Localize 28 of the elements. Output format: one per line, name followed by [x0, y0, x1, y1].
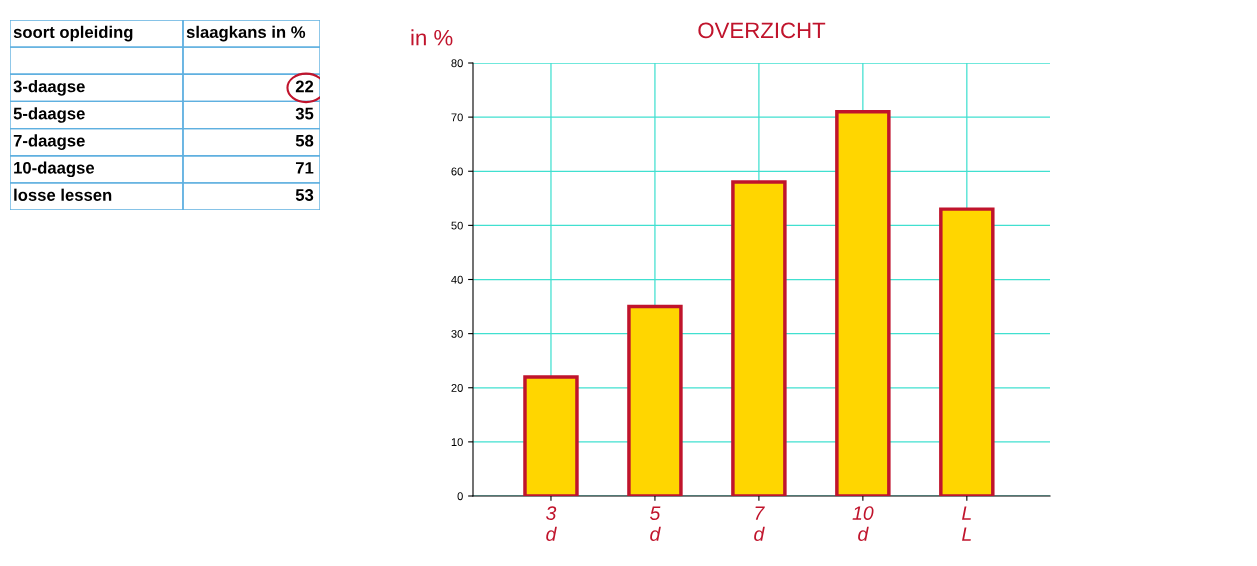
text: 35 — [295, 107, 314, 120]
y-tick-label: 50 — [451, 221, 463, 230]
y-tick-label: 60 — [451, 167, 463, 176]
text: 3-daagse — [13, 80, 85, 96]
y-tick-label: 40 — [451, 275, 463, 284]
text: 10-daagse — [14, 161, 95, 178]
text: 7-daagse — [13, 134, 85, 150]
x-tick-label: 3 d — [546, 506, 557, 541]
y-tick-label: 70 — [451, 113, 463, 122]
text: losse lessen — [14, 188, 112, 201]
text: 58 — [295, 134, 314, 147]
text: 71 — [295, 162, 314, 174]
x-tick-label: L L — [962, 506, 971, 541]
y-tick-label: 0 — [457, 492, 463, 501]
y-tick-label: 30 — [451, 329, 463, 338]
y-tick-label: 20 — [451, 384, 463, 392]
text: 53 — [295, 189, 314, 201]
x-tick-label: 7 d — [754, 506, 765, 541]
text: 5-daagse — [13, 107, 85, 123]
chart-title: OVERZICHT — [698, 22, 826, 39]
x-tick-label: 5 d — [649, 506, 661, 541]
text: slaagkans in % — [186, 25, 306, 42]
text: 22 — [295, 80, 314, 93]
y-axis-title: in % — [411, 29, 453, 46]
x-tick-label: 10 d — [852, 506, 874, 541]
y-tick-label: 80 — [451, 59, 463, 68]
text: soort opleiding — [13, 25, 133, 42]
y-tick-label: 10 — [451, 438, 463, 447]
